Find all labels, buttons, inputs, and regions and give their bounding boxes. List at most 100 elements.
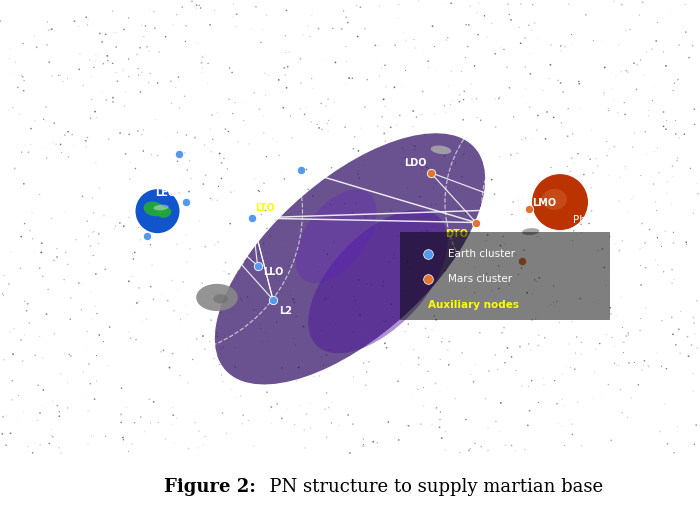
Point (274, 277, 285, 285)
Point (599, 63, 610, 72)
Point (189, 134, 200, 142)
Point (685, 164, 696, 172)
Point (490, 417, 501, 426)
Point (256, 337, 267, 346)
Point (526, 26, 538, 34)
Point (456, 67, 467, 76)
Point (265, 303, 276, 311)
Point (34, 409, 46, 417)
Point (336, 25, 347, 33)
Point (181, 231, 192, 239)
Point (636, 220, 648, 228)
Point (526, 135, 538, 143)
Point (85, 379, 96, 388)
Point (133, 297, 144, 306)
Point (78, 367, 89, 376)
Point (167, 420, 178, 428)
Point (347, 420, 358, 428)
Point (59, 308, 70, 317)
Point (255, 324, 266, 333)
Point (498, 323, 510, 332)
Point (20, 141, 31, 149)
Point (120, 149, 131, 158)
Point (261, 153, 272, 161)
Point (29, 31, 40, 39)
Point (566, 318, 578, 326)
Point (209, 6, 220, 15)
Point (337, 311, 348, 320)
Point (18, 76, 29, 85)
Point (430, 200, 442, 208)
Point (304, 32, 316, 40)
Point (84, 56, 95, 64)
Point (622, 344, 634, 352)
Point (4, 51, 15, 60)
Point (276, 88, 288, 96)
Point (638, 362, 649, 370)
Point (108, 98, 119, 106)
Point (613, 197, 624, 206)
Point (148, 295, 159, 304)
Point (520, 134, 531, 142)
Point (229, 344, 240, 352)
Point (132, 299, 143, 307)
Point (138, 126, 149, 134)
Point (654, 428, 666, 436)
Point (276, 364, 287, 372)
Point (47, 433, 58, 441)
Point (422, 377, 433, 385)
Point (13, 36, 24, 44)
Point (87, 228, 98, 236)
Point (382, 237, 393, 245)
Point (146, 151, 158, 159)
Point (37, 272, 48, 280)
Point (666, 313, 678, 321)
Point (215, 308, 226, 317)
Point (326, 398, 337, 406)
Point (421, 227, 433, 235)
Point (687, 227, 698, 235)
Point (512, 149, 523, 158)
Point (169, 439, 181, 447)
Point (489, 16, 500, 24)
Point (579, 295, 590, 303)
Point (494, 93, 505, 101)
Point (230, 363, 241, 371)
Point (315, 409, 326, 418)
Point (254, 105, 265, 113)
Point (503, 0, 514, 8)
Point (576, 442, 587, 450)
Point (379, 61, 391, 70)
Point (687, 313, 699, 322)
Point (53, 71, 64, 79)
Point (32, 381, 43, 390)
Point (88, 251, 99, 260)
Point (305, 11, 316, 20)
Point (598, 263, 610, 271)
Point (609, 359, 620, 367)
Ellipse shape (532, 174, 588, 230)
Point (552, 224, 564, 233)
Point (258, 129, 270, 137)
Point (0, 356, 10, 364)
Point (18, 357, 29, 365)
Point (378, 95, 389, 103)
Point (136, 131, 147, 139)
Point (185, 245, 196, 253)
Point (651, 206, 662, 214)
Point (62, 379, 73, 387)
Point (691, 421, 700, 429)
Point (199, 432, 211, 441)
Point (608, 272, 619, 281)
Point (323, 127, 334, 135)
Point (60, 249, 71, 257)
Point (194, 1, 205, 9)
Point (635, 315, 646, 323)
Point (389, 83, 400, 91)
Point (500, 240, 511, 248)
Point (624, 359, 635, 367)
Point (510, 229, 521, 238)
Point (166, 277, 177, 285)
Point (269, 167, 280, 175)
Point (231, 393, 242, 401)
